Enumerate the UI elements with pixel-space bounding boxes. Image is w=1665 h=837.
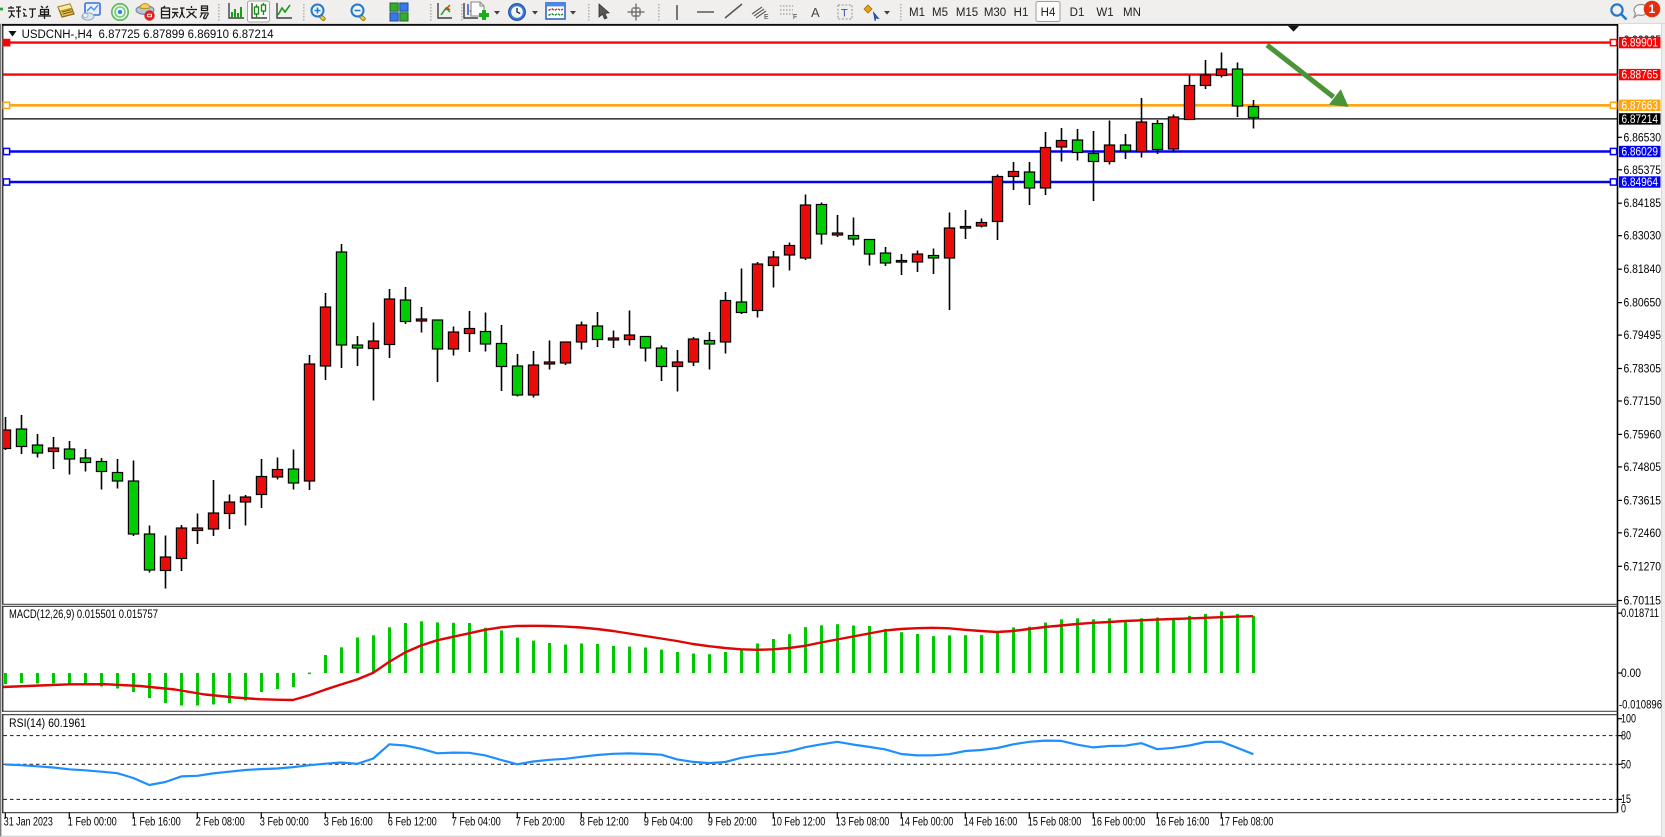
svg-text:13 Feb 08:00: 13 Feb 08:00: [836, 817, 890, 829]
svg-text:M15: M15: [956, 7, 978, 19]
svg-text:17 Feb 08:00: 17 Feb 08:00: [1220, 817, 1274, 829]
svg-text:2 Feb 08:00: 2 Feb 08:00: [196, 817, 245, 829]
svg-text:H4: H4: [1041, 7, 1056, 19]
svg-text:-0.010896: -0.010896: [1619, 700, 1662, 712]
svg-text:T: T: [841, 8, 848, 20]
svg-text:M30: M30: [984, 7, 1006, 19]
svg-text:14 Feb 00:00: 14 Feb 00:00: [900, 817, 954, 829]
svg-text:1 Feb 00:00: 1 Feb 00:00: [68, 817, 117, 829]
svg-text:1: 1: [1649, 4, 1656, 16]
svg-text:6.73615: 6.73615: [1624, 495, 1662, 507]
svg-text:6 Feb 12:00: 6 Feb 12:00: [388, 817, 437, 829]
svg-text:6.75960: 6.75960: [1624, 429, 1662, 441]
svg-text:6.79495: 6.79495: [1624, 330, 1662, 342]
svg-text:6.88765: 6.88765: [1622, 70, 1659, 82]
svg-text:M5: M5: [932, 7, 948, 19]
svg-text:6.86530: 6.86530: [1624, 132, 1662, 144]
svg-text:A: A: [811, 5, 820, 20]
svg-text:6.84964: 6.84964: [1622, 177, 1659, 189]
svg-text:6.77150: 6.77150: [1624, 396, 1662, 408]
svg-text:16 Feb 16:00: 16 Feb 16:00: [1156, 817, 1210, 829]
svg-text:RSI(14) 60.1961: RSI(14) 60.1961: [9, 718, 86, 730]
svg-text:14 Feb 16:00: 14 Feb 16:00: [964, 817, 1018, 829]
svg-text:7 Feb 20:00: 7 Feb 20:00: [516, 817, 565, 829]
svg-text:0.00: 0.00: [1621, 668, 1641, 680]
svg-text:6.84185: 6.84185: [1624, 198, 1662, 210]
svg-text:F: F: [793, 14, 797, 21]
svg-text:16 Feb 00:00: 16 Feb 00:00: [1092, 817, 1146, 829]
svg-text:100: 100: [1621, 714, 1636, 726]
svg-text:7 Feb 04:00: 7 Feb 04:00: [452, 817, 501, 829]
svg-text:80: 80: [1621, 731, 1631, 743]
svg-text:E: E: [764, 14, 769, 21]
svg-text:H1: H1: [1014, 7, 1029, 19]
svg-text:3 Feb 16:00: 3 Feb 16:00: [324, 817, 373, 829]
svg-text:31 Jan 2023: 31 Jan 2023: [4, 817, 53, 829]
svg-text:6.72460: 6.72460: [1624, 528, 1662, 540]
svg-text:10 Feb 12:00: 10 Feb 12:00: [772, 817, 826, 829]
svg-text:6.71270: 6.71270: [1624, 561, 1662, 573]
svg-text:15: 15: [1621, 794, 1631, 806]
svg-text:9 Feb 20:00: 9 Feb 20:00: [708, 817, 757, 829]
svg-text:6.83030: 6.83030: [1624, 231, 1662, 243]
svg-text:0: 0: [1621, 803, 1626, 815]
svg-text:6.81840: 6.81840: [1624, 264, 1662, 276]
svg-text:6.85375: 6.85375: [1624, 165, 1662, 177]
svg-text:6.74805: 6.74805: [1624, 462, 1662, 474]
svg-text:0.018711: 0.018711: [1621, 608, 1659, 620]
svg-text:15 Feb 08:00: 15 Feb 08:00: [1028, 817, 1082, 829]
svg-text:MN: MN: [1123, 7, 1141, 19]
svg-text:D1: D1: [1070, 7, 1085, 19]
svg-text:3 Feb 00:00: 3 Feb 00:00: [260, 817, 309, 829]
svg-text:6.86029: 6.86029: [1622, 147, 1659, 159]
svg-text:6.80650: 6.80650: [1624, 298, 1662, 310]
svg-text:M1: M1: [909, 7, 925, 19]
svg-text:6.70115: 6.70115: [1624, 596, 1662, 608]
svg-text:W1: W1: [1096, 7, 1113, 19]
svg-text:6.87214: 6.87214: [1622, 114, 1659, 126]
svg-text:8 Feb 12:00: 8 Feb 12:00: [580, 817, 629, 829]
svg-text:6.87663: 6.87663: [1622, 100, 1659, 112]
svg-text:USDCNH-,H4 6.87725 6.87899 6.: USDCNH-,H4 6.87725 6.87899 6.86910 6.872…: [22, 29, 275, 41]
svg-text:50: 50: [1621, 759, 1631, 771]
svg-text:MACD(12,26,9) 0.015501 0.01575: MACD(12,26,9) 0.015501 0.015757: [9, 609, 158, 621]
svg-text:1 Feb 16:00: 1 Feb 16:00: [132, 817, 181, 829]
svg-text:9 Feb 04:00: 9 Feb 04:00: [644, 817, 693, 829]
svg-text:6.78305: 6.78305: [1624, 364, 1662, 376]
svg-text:6.89901: 6.89901: [1622, 38, 1659, 50]
